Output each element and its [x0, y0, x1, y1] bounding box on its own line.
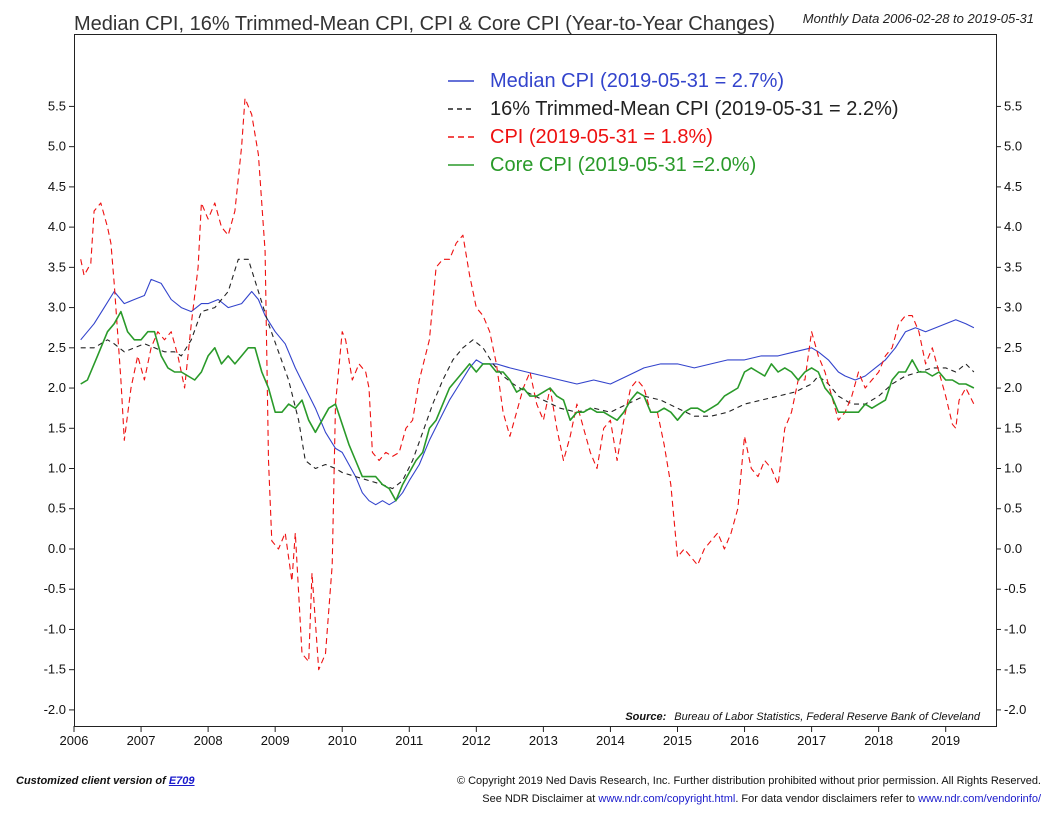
y-tick-label-left: 5.5	[48, 98, 66, 113]
footer-copyright: © Copyright 2019 Ned Davis Research, Inc…	[456, 775, 1041, 787]
y-tick-label-right: -1.5	[1004, 662, 1026, 677]
x-tick-label: 2007	[127, 733, 156, 748]
series-line-1	[80, 278, 975, 506]
x-tick-label: 2018	[864, 733, 893, 748]
footer-disclaimer-prefix: See NDR Disclaimer at	[482, 793, 599, 805]
source-label: Source:	[625, 711, 666, 723]
source-text: Bureau of Labor Statistics, Federal Rese…	[674, 711, 981, 723]
y-tick-label-right: 4.0	[1004, 219, 1022, 234]
y-tick-label-left: 3.5	[48, 259, 66, 274]
series-line-3	[80, 97, 975, 671]
source-note: Source: Bureau of Labor Statistics, Feder…	[625, 711, 981, 723]
y-tick-label-left: 2.5	[48, 340, 66, 355]
x-tick-label: 2012	[462, 733, 491, 748]
y-tick-label-right: 3.0	[1004, 300, 1022, 315]
x-tick-label: 2017	[797, 733, 826, 748]
footer-disclaimer-mid: . For data vendor disclaimers refer to	[735, 793, 919, 805]
legend-label-2: 16% Trimmed-Mean CPI (2019-05-31 = 2.2%)	[490, 98, 899, 120]
x-tick-label: 2010	[328, 733, 357, 748]
y-tick-label-left: -0.5	[44, 581, 66, 596]
x-tick-label: 2015	[663, 733, 692, 748]
y-tick-label-right: 0.5	[1004, 501, 1022, 516]
series-layer	[80, 97, 975, 671]
series-line-2	[80, 258, 975, 490]
y-tick-label-left: 4.5	[48, 179, 66, 194]
y-tick-label-right: 3.5	[1004, 259, 1022, 274]
y-tick-label-right: -0.5	[1004, 581, 1026, 596]
y-tick-label-left: 1.0	[48, 461, 66, 476]
y-tick-label-right: 1.0	[1004, 461, 1022, 476]
x-tick-label: 2011	[395, 733, 423, 748]
y-tick-label-right: 2.0	[1004, 380, 1022, 395]
x-tick-label: 2013	[529, 733, 558, 748]
y-tick-label-left: 0.5	[48, 501, 66, 516]
y-tick-label-right: 4.5	[1004, 179, 1022, 194]
date-range-label: Monthly Data 2006-02-28 to 2019-05-31	[803, 11, 1034, 26]
x-tick-label: 2019	[931, 733, 960, 748]
legend-label-3: CPI (2019-05-31 = 1.8%)	[490, 126, 713, 148]
y-tick-label-left: -1.0	[44, 621, 66, 636]
footer-copyright-link[interactable]: www.ndr.com/copyright.html	[598, 793, 736, 805]
legend: Median CPI (2019-05-31 = 2.7%) 16% Trimme…	[448, 70, 899, 176]
y-tick-label-left: -2.0	[44, 702, 66, 717]
footer-disclaimer: See NDR Disclaimer at www.ndr.com/copyri…	[482, 793, 1041, 805]
footer-vendorinfo-link[interactable]: www.ndr.com/vendorinfo/	[918, 793, 1041, 805]
y-tick-label-right: -1.0	[1004, 621, 1026, 636]
y-tick-label-left: 2.0	[48, 380, 66, 395]
x-tick-label: 2009	[261, 733, 290, 748]
y-tick-label-left: 0.0	[48, 541, 66, 556]
footer-e709-link[interactable]: E709	[168, 775, 195, 787]
footer-client-prefix: Customized client version of	[16, 775, 169, 787]
y-tick-label-right: 5.0	[1004, 139, 1022, 154]
chart-title: Median CPI, 16% Trimmed-Mean CPI, CPI & …	[74, 13, 775, 35]
footer-client-version: Customized client version of E709	[16, 775, 195, 787]
y-tick-label-left: 1.5	[48, 420, 66, 435]
legend-label-1: Median CPI (2019-05-31 = 2.7%)	[490, 70, 784, 92]
x-tick-label: 2008	[194, 733, 223, 748]
x-tick-label: 2016	[730, 733, 759, 748]
y-tick-label-left: -1.5	[44, 662, 66, 677]
y-tick-label-right: 2.5	[1004, 340, 1022, 355]
y-tick-label-left: 4.0	[48, 219, 66, 234]
y-tick-label-right: 1.5	[1004, 420, 1022, 435]
y-tick-label-left: 3.0	[48, 300, 66, 315]
x-tick-label: 2006	[60, 733, 89, 748]
axis-ticks: 5.5 5.5 5.0 5.0 4.5 4.5 4.0 4.0 3.5 3.5 3.0 3.0 2.5 2…	[44, 98, 1027, 748]
x-tick-label: 2014	[596, 733, 625, 748]
legend-label-4: Core CPI (2019-05-31 =2.0%)	[490, 154, 756, 176]
plot-frame	[74, 34, 997, 727]
y-tick-label-right: 5.5	[1004, 98, 1022, 113]
y-tick-label-right: -2.0	[1004, 702, 1026, 717]
y-tick-label-right: 0.0	[1004, 541, 1022, 556]
y-tick-label-left: 5.0	[48, 139, 66, 154]
series-line-4	[80, 310, 975, 502]
